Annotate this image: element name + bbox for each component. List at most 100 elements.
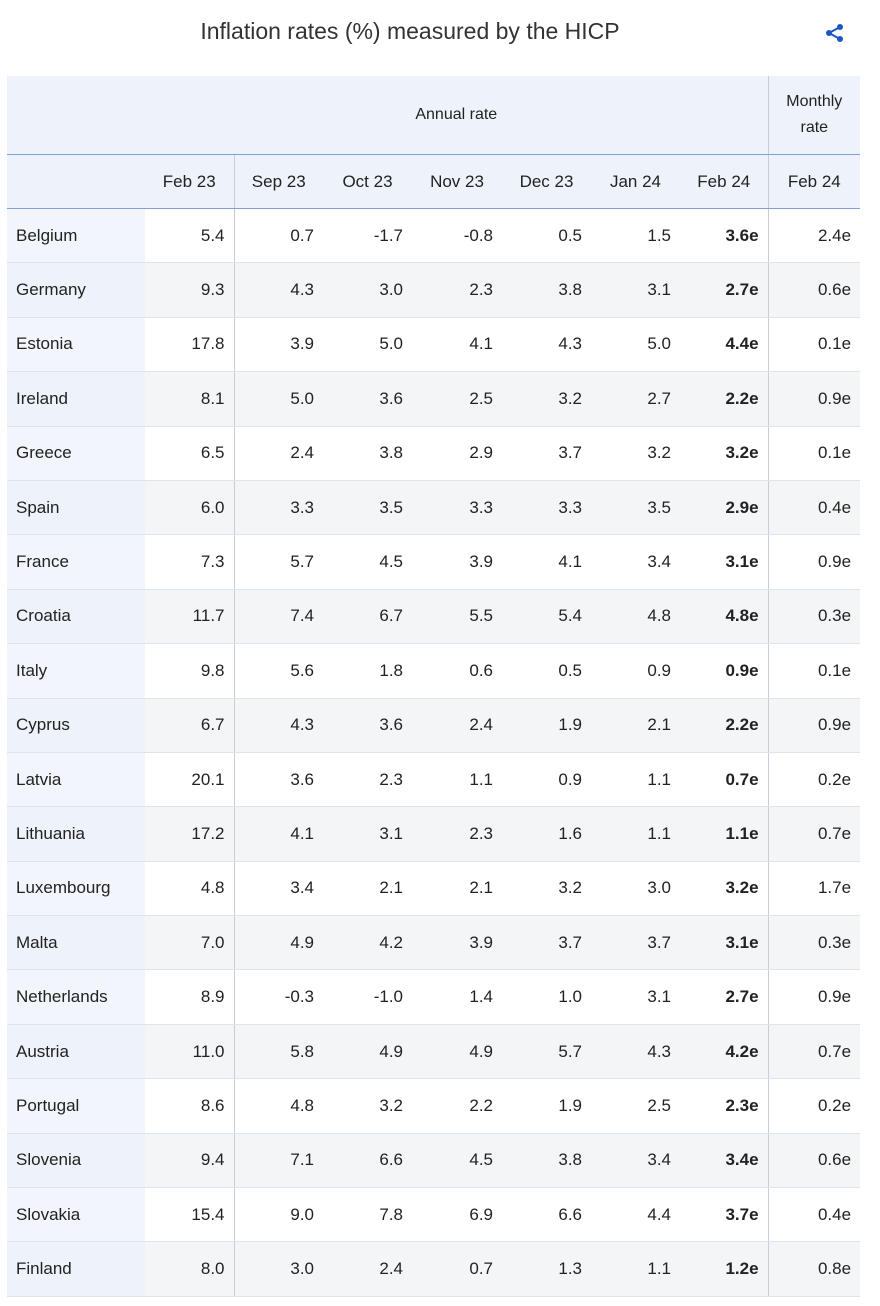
group-header: Monthly rate <box>767 76 861 155</box>
country-cell: Spain <box>7 480 145 536</box>
column-header: Jan 24 <box>591 154 680 209</box>
value-cell: 0.3e <box>767 589 861 645</box>
value-cell: 7.8 <box>323 1187 412 1243</box>
value-cell: 4.3 <box>591 1024 680 1080</box>
column-header: Dec 23 <box>502 154 591 209</box>
value-cell: 8.6 <box>145 1078 235 1134</box>
value-cell: 11.7 <box>145 589 235 645</box>
table-row: Cyprus 6.7 4.3 3.6 2.4 1.9 2.1 2.2e 0.9e <box>7 698 861 753</box>
value-cell: -0.3 <box>234 969 323 1025</box>
value-cell: 3.3 <box>502 480 591 536</box>
value-cell: 3.2 <box>502 371 591 427</box>
table-row: Lithuania 17.2 4.1 3.1 2.3 1.6 1.1 1.1e 0.7e <box>7 806 861 862</box>
table-row: Luxembourg 4.8 3.4 2.1 2.1 3.2 3.0 3.2e 1.7e <box>7 861 861 917</box>
value-cell: 3.9 <box>412 915 502 971</box>
value-cell: 4.8 <box>234 1078 323 1134</box>
value-cell: 3.3 <box>412 480 502 536</box>
value-cell: 4.8 <box>591 589 680 645</box>
value-cell: 3.4 <box>234 861 323 917</box>
country-cell: Finland <box>7 1241 145 1297</box>
header-cell <box>7 154 145 209</box>
value-cell: 1.5 <box>591 208 680 264</box>
value-cell: 6.0 <box>145 480 235 536</box>
value-cell: 3.0 <box>234 1241 323 1297</box>
value-cell: 1.4 <box>412 969 502 1025</box>
value-cell: 2.2e <box>680 698 769 753</box>
country-cell: Latvia <box>7 752 145 808</box>
country-cell: France <box>7 534 145 590</box>
value-cell: 3.7 <box>591 915 680 971</box>
country-cell: Malta <box>7 915 145 971</box>
value-cell: 3.7 <box>502 915 591 971</box>
value-cell: 4.8e <box>680 589 769 645</box>
value-cell: 3.8 <box>323 426 412 481</box>
value-cell: 0.9e <box>680 643 769 699</box>
value-cell: 0.4e <box>767 1187 861 1243</box>
value-cell: 2.3e <box>680 1078 769 1134</box>
country-cell: Croatia <box>7 589 145 645</box>
value-cell: 9.8 <box>145 643 235 699</box>
value-cell: 0.7e <box>767 806 861 862</box>
value-cell: 3.6e <box>680 208 769 264</box>
value-cell: 3.1 <box>591 262 680 318</box>
value-cell: 4.3 <box>234 698 323 753</box>
title: Inflation rates (%) measured by the HICP <box>200 18 620 44</box>
value-cell: 3.6 <box>323 371 412 427</box>
inflation-table: Annual rate Monthly rate Feb 23 Sep 23 Oct 2… <box>7 76 861 1297</box>
value-cell: 15.4 <box>145 1187 235 1243</box>
value-cell: 6.9 <box>412 1187 502 1243</box>
value-cell: 4.3 <box>502 317 591 373</box>
column-header: Sep 23 <box>234 154 323 209</box>
value-cell: 0.9e <box>767 969 861 1025</box>
value-cell: 2.3 <box>323 752 412 808</box>
value-cell: 0.6e <box>767 262 861 318</box>
country-cell: Luxembourg <box>7 861 145 917</box>
value-cell: 4.5 <box>412 1133 502 1189</box>
table-row: Belgium 5.4 0.7 -1.7 -0.8 0.5 1.5 3.6e 2.4e <box>7 208 861 264</box>
value-cell: 0.8e <box>767 1241 861 1297</box>
value-cell: 8.1 <box>145 371 235 427</box>
value-cell: 3.2 <box>591 426 680 481</box>
value-cell: 4.1 <box>234 806 323 862</box>
value-cell: 6.6 <box>323 1133 412 1189</box>
value-cell: 5.4 <box>502 589 591 645</box>
value-cell: 5.4 <box>145 208 235 264</box>
value-cell: 7.3 <box>145 534 235 590</box>
value-cell: 3.9 <box>412 534 502 590</box>
table-row: Italy 9.8 5.6 1.8 0.6 0.5 0.9 0.9e 0.1e <box>7 643 861 699</box>
value-cell: 0.9e <box>767 698 861 753</box>
value-cell: 2.7e <box>680 262 769 318</box>
value-cell: 0.5 <box>502 208 591 264</box>
value-cell: 3.0 <box>323 262 412 318</box>
value-cell: 1.8 <box>323 643 412 699</box>
value-cell: 6.6 <box>502 1187 591 1243</box>
value-cell: 11.0 <box>145 1024 235 1080</box>
value-cell: 1.9 <box>502 1078 591 1134</box>
value-cell: 4.2e <box>680 1024 769 1080</box>
value-cell: 4.5 <box>323 534 412 590</box>
value-cell: 2.4e <box>767 208 861 264</box>
value-cell: 6.7 <box>145 698 235 753</box>
value-cell: 3.9 <box>234 317 323 373</box>
share-icon[interactable] <box>824 22 846 44</box>
table-row: Austria 11.0 5.8 4.9 4.9 5.7 4.3 4.2e 0.7e <box>7 1024 861 1080</box>
value-cell: 2.7e <box>680 969 769 1025</box>
value-cell: 4.9 <box>323 1024 412 1080</box>
value-cell: 0.7e <box>680 752 769 808</box>
country-cell: Cyprus <box>7 698 145 753</box>
value-cell: 4.3 <box>234 262 323 318</box>
value-cell: 5.0 <box>234 371 323 427</box>
value-cell: 5.7 <box>502 1024 591 1080</box>
value-cell: 3.7e <box>680 1187 769 1243</box>
value-cell: 0.1e <box>767 426 861 481</box>
value-cell: 3.3 <box>234 480 323 536</box>
table-row: Malta 7.0 4.9 4.2 3.9 3.7 3.7 3.1e 0.3e <box>7 915 861 971</box>
value-cell: 1.0 <box>502 969 591 1025</box>
value-cell: 0.9 <box>502 752 591 808</box>
table-row: Portugal 8.6 4.8 3.2 2.2 1.9 2.5 2.3e 0.2e <box>7 1078 861 1134</box>
value-cell: 7.0 <box>145 915 235 971</box>
value-cell: 0.2e <box>767 1078 861 1134</box>
value-cell: 5.5 <box>412 589 502 645</box>
country-cell: Estonia <box>7 317 145 373</box>
value-cell: 2.9e <box>680 480 769 536</box>
